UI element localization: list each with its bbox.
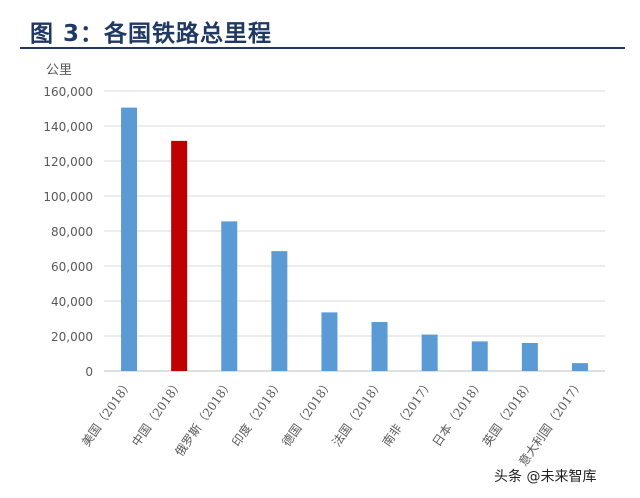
x-tick-label: 法国（2018） <box>329 377 386 449</box>
x-tick-label: 日本（2018） <box>430 377 487 449</box>
figure-title: 图 3：各国铁路总里程 <box>30 21 273 47</box>
bar <box>171 140 188 371</box>
figure-header: 图 3：各国铁路总里程 <box>0 0 640 50</box>
y-tick-label: 0 <box>85 365 93 379</box>
gridlines <box>104 90 605 372</box>
x-tick-label: 印度（2018） <box>228 376 285 449</box>
y-tick-label: 100,000 <box>43 190 93 204</box>
bar <box>371 322 388 371</box>
bar <box>221 221 238 371</box>
watermark-text: 头条 @未来智库 <box>494 469 597 485</box>
y-axis: 0 20,000 40,000 60,000 80,000 100,000 120,000 1… <box>43 85 93 379</box>
x-tick-label: 中国（2018） <box>128 376 185 449</box>
title-rule <box>20 47 625 49</box>
bar <box>271 251 288 371</box>
y-tick-label: 160,000 <box>43 85 93 99</box>
bar <box>571 363 588 371</box>
y-tick-label: 60,000 <box>51 260 93 274</box>
bar <box>521 343 538 371</box>
x-tick-label: 英国（2018） <box>480 377 537 449</box>
y-axis-label: 公里 <box>46 63 72 78</box>
x-tick-label: 德国（2018） <box>279 376 336 449</box>
bar <box>321 312 338 371</box>
x-tick-label: 南非（2017） <box>379 376 436 449</box>
bar <box>121 107 138 371</box>
x-tick-label: 美国（2018） <box>79 377 136 449</box>
y-tick-label: 140,000 <box>43 120 93 134</box>
y-tick-label: 120,000 <box>43 155 93 169</box>
bar <box>421 334 438 371</box>
x-axis: 美国（2018）中国（2018）俄罗斯（2018）印度（2018）德国（2018… <box>79 376 586 469</box>
y-tick-label: 40,000 <box>51 295 93 309</box>
y-tick-label: 20,000 <box>51 330 93 344</box>
bar <box>471 341 488 371</box>
y-tick-label: 80,000 <box>51 225 93 239</box>
bars <box>121 107 588 371</box>
